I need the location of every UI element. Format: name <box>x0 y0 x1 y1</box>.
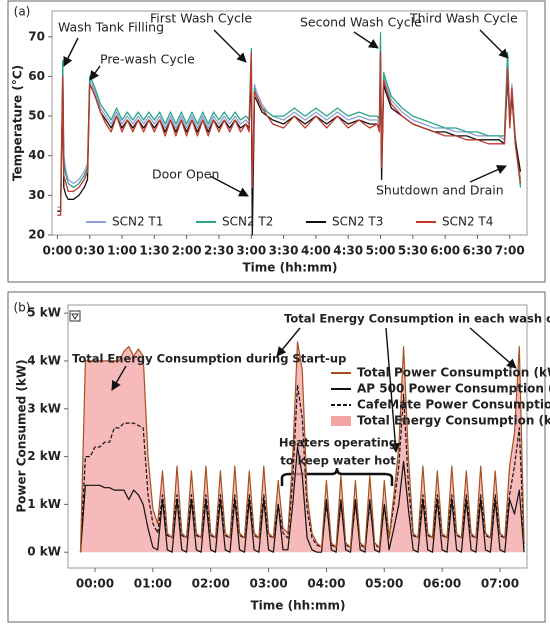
line <box>79 446 525 553</box>
y-tick-label: 30 <box>28 188 45 202</box>
y-tick-label: 40 <box>28 148 45 162</box>
filter-icon-glyph <box>71 313 79 320</box>
x-tick-label: 4:00 <box>301 244 331 258</box>
x-axis-label: Time (hh:mm) <box>243 261 338 275</box>
annotation-arrow <box>111 365 127 391</box>
y-tick-label: 5 kW <box>27 306 61 320</box>
x-tick-label: 7:00 <box>495 244 525 258</box>
panel-frame <box>7 291 546 623</box>
annotation: First Wash Cycle <box>150 11 252 26</box>
x-tick-label: 00:00 <box>76 577 114 591</box>
y-axis-label: Power Consumed (kW) <box>15 359 29 512</box>
x-tick-label: 4:30 <box>333 244 363 258</box>
annotation-arrow <box>469 165 507 183</box>
x-tick-label: 05:00 <box>365 577 403 591</box>
x-tick-label: 01:00 <box>134 577 172 591</box>
y-tick-label: 1 kW <box>27 497 61 511</box>
x-tick-label: 3:00 <box>236 244 266 258</box>
x-tick-label: 6:30 <box>463 244 493 258</box>
annotation: Heaters operating <box>279 436 397 450</box>
annotation: Total Energy Consumption during Start-up <box>72 352 346 366</box>
annotation: Door Open <box>152 167 219 182</box>
annotation-arrow <box>353 31 379 49</box>
x-tick-label: 0:00 <box>42 244 72 258</box>
x-tick-label: 07:00 <box>481 577 519 591</box>
legend-label: Total Power Consumption (kW) <box>357 366 550 380</box>
filter-icon <box>69 310 81 322</box>
annotation: Shutdown and Drain <box>376 183 504 198</box>
y-tick-label: 60 <box>28 69 45 83</box>
annotation-arrow <box>276 327 301 357</box>
annotation-arrow <box>213 29 247 63</box>
annotation-arrow <box>89 65 101 81</box>
x-tick-label: 6:00 <box>430 244 460 258</box>
line <box>57 59 522 236</box>
y-tick-label: 0 kW <box>27 545 61 559</box>
annotation: Total Energy Consumption in each wash cy… <box>284 312 550 326</box>
annotation-arrow <box>479 29 509 59</box>
panel-label: (a) <box>14 5 31 19</box>
y-tick-label: 2 kW <box>27 449 61 463</box>
annotation-arrow <box>469 327 517 369</box>
legend-label: Total Energy Consumption (kWh) <box>357 414 550 428</box>
panel-label: (b) <box>14 301 31 315</box>
y-tick-label: 20 <box>28 228 45 242</box>
x-tick-label: 5:30 <box>398 244 428 258</box>
x-tick-label: 3:30 <box>269 244 299 258</box>
y-tick-label: 4 kW <box>27 353 61 367</box>
annotation: Wash Tank Filling <box>58 20 164 35</box>
annotation: Second Wash Cycle <box>300 15 422 30</box>
annotation: to keep water hot <box>280 454 396 468</box>
line <box>57 51 522 216</box>
x-axis-label: Time (hh:mm) <box>251 599 346 613</box>
x-tick-label: 04:00 <box>307 577 345 591</box>
y-tick-label: 50 <box>28 109 45 123</box>
line <box>57 32 522 212</box>
x-tick-label: 0:30 <box>75 244 105 258</box>
legend-label: SCN2 T3 <box>332 215 383 229</box>
x-tick-label: 02:00 <box>192 577 230 591</box>
legend-label: AP 500 Power Consumption (kW) <box>357 382 550 396</box>
annotation: Pre-wash Cycle <box>100 52 195 67</box>
x-tick-label: 06:00 <box>423 577 461 591</box>
x-tick-label: 5:00 <box>366 244 396 258</box>
annotation-arrow <box>209 175 249 197</box>
legend-label: SCN2 T4 <box>442 215 493 229</box>
legend-swatch <box>331 416 351 426</box>
plot-frame <box>67 304 528 569</box>
annotation-arrow <box>385 327 401 453</box>
panel-frame <box>7 0 546 283</box>
x-tick-label: 03:00 <box>249 577 287 591</box>
brace <box>280 467 394 486</box>
y-axis-label: Temperature (°C) <box>11 65 25 181</box>
legend-label: SCN2 T1 <box>112 215 163 229</box>
legend-label: CafeMate Power Consumption (kW) <box>357 398 550 412</box>
x-tick-label: 1:00 <box>107 244 137 258</box>
line <box>57 44 522 208</box>
line <box>79 384 525 553</box>
x-tick-label: 2:30 <box>204 244 234 258</box>
y-tick-label: 70 <box>28 29 45 43</box>
x-tick-label: 1:30 <box>139 244 169 258</box>
x-tick-label: 2:00 <box>172 244 202 258</box>
plot-frame <box>51 10 528 236</box>
annotation-arrow <box>63 37 79 67</box>
y-tick-label: 3 kW <box>27 401 61 415</box>
annotation: Third Wash Cycle <box>409 11 518 26</box>
legend-label: SCN2 T2 <box>222 215 273 229</box>
line <box>79 341 525 553</box>
